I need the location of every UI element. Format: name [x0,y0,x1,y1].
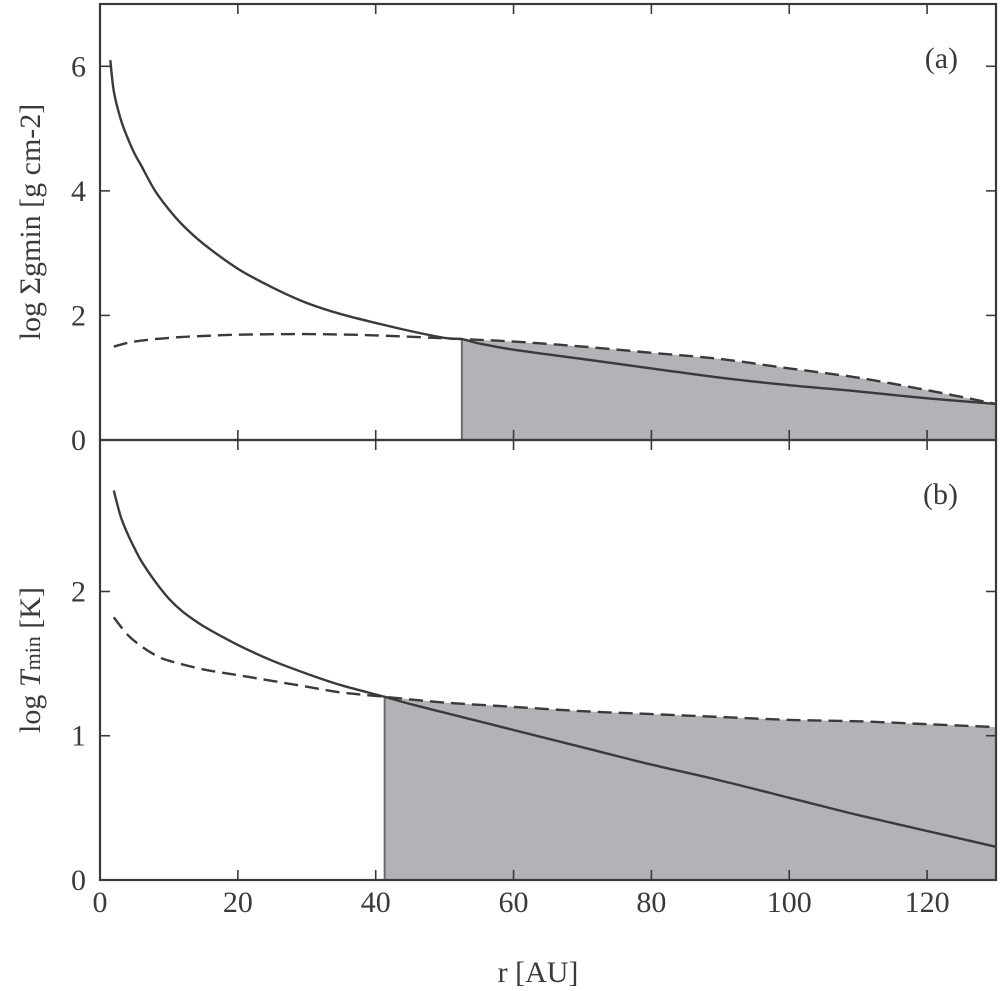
x-tick-label: 120 [905,886,950,919]
y-tick-label: 1 [71,720,86,753]
panel-b: 0 20 40 60 80 100 120 0 1 2 (b) log Tmin [K] [14,438,998,919]
series-solid-line [112,490,997,848]
panel-label: (a) [925,42,958,75]
x-tick-label: 80 [636,886,666,919]
x-axis-label: r [AU] [498,956,579,989]
series-solid-line [109,59,997,406]
y-tick-label: 0 [71,424,86,457]
x-tick-label: 0 [93,886,108,919]
x-tick-label: 60 [499,886,529,919]
x-tick-label: 20 [223,886,253,919]
y-tick-label: 2 [71,575,86,608]
y-axis-label: log Tmin [K] [14,587,47,733]
plot-frame [98,438,998,882]
x-tick-label: 100 [767,886,812,919]
x-tick-label: 40 [361,886,391,919]
y-axis-label: log Σgmin [g cm-2] [14,104,47,341]
y-tick-label: 4 [71,175,86,208]
y-tick-label: 0 [71,864,86,897]
series-dashed-line [113,332,997,406]
y-tick-label: 6 [71,50,86,83]
shaded-region [461,339,996,440]
shaded-region [384,696,996,880]
panel-a: 0 2 4 6 (a) log Σgmin [g cm-2] [14,2,998,457]
series-dashed-line [112,616,997,729]
y-tick-label: 2 [71,299,86,332]
panel-label: (b) [923,478,958,511]
